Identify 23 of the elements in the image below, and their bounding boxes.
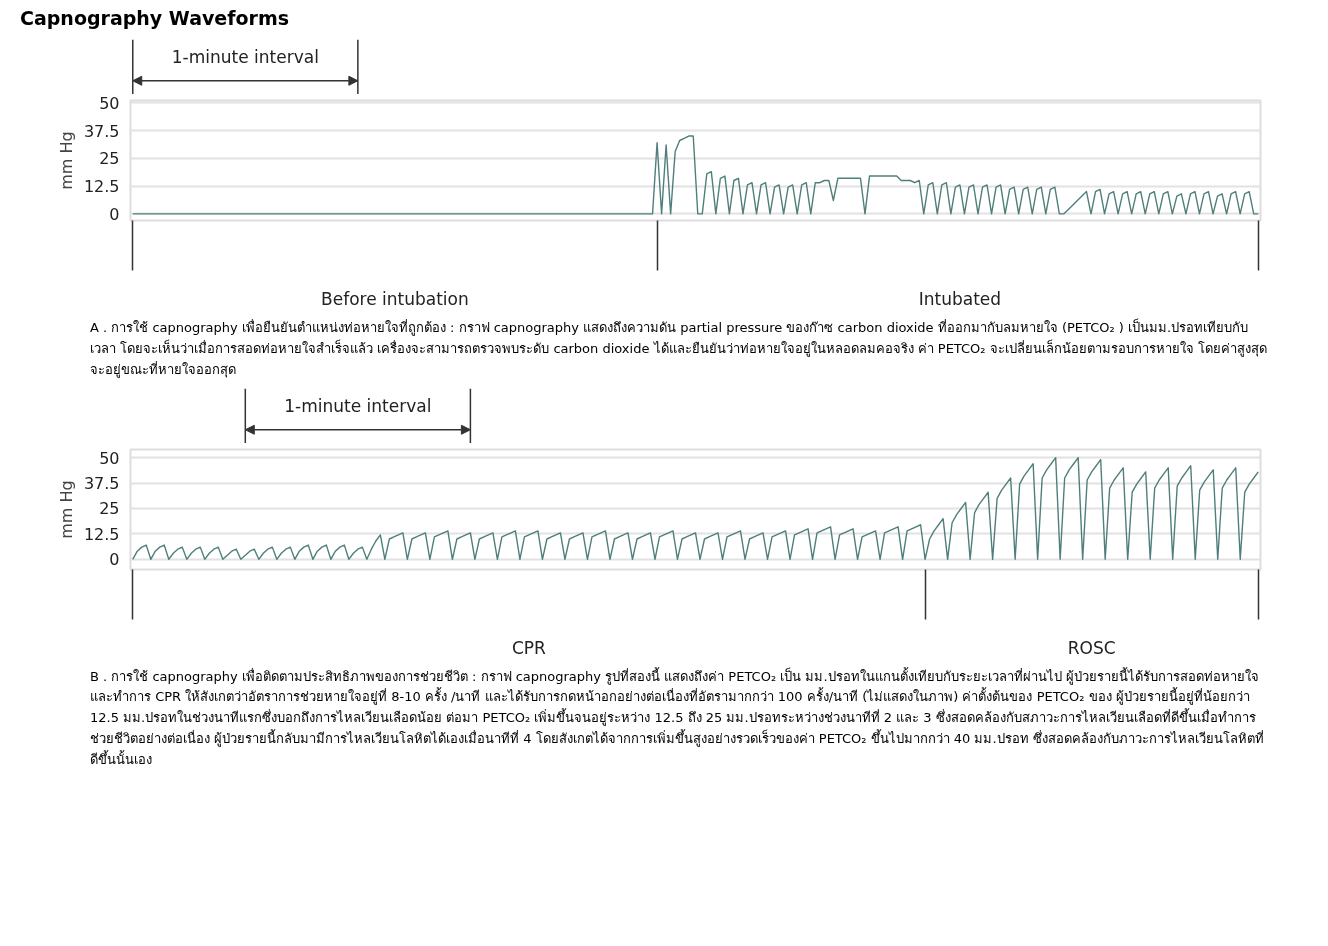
y-tick-label: 25 <box>99 149 120 169</box>
text: 1-minute interval <box>171 47 319 68</box>
y-axis-title: mm Hg <box>56 479 76 539</box>
x-tick-label: Intubated <box>918 288 1002 309</box>
y-tick-label: 25 <box>99 499 120 519</box>
line-series <box>132 135 1259 215</box>
x-tick-label: CPR <box>511 637 547 658</box>
chart-title: Capnography Waveforms <box>20 6 290 31</box>
y-tick-label: 12.5 <box>83 177 120 197</box>
line-series <box>132 456 1259 560</box>
y-tick-label: 12.5 <box>83 524 120 544</box>
x-tick-label: ROSC <box>1067 637 1116 658</box>
x-tick-label: Before intubation <box>321 288 469 309</box>
y-tick-label: 50 <box>99 448 120 468</box>
y-tick-label: 37.5 <box>83 121 120 141</box>
text: 1-minute interval <box>284 395 432 416</box>
y-tick-label: 37.5 <box>83 473 120 493</box>
y-tick-label: 0 <box>109 204 120 224</box>
y-tick-label: 50 <box>99 93 120 113</box>
y-axis-title: mm Hg <box>56 131 76 190</box>
text: A . การใช้ capnography เพื่อยืนยันตำแหน่งท่อหายใจที่ถูกต้อง : กราฟ capnography แสดงถึงความดัน partial pressure ของก๊าซ carbon dioxide ที่ออกมากับลมหายใจ (PETCO₂ ) เป็นมม.ปรอทเทียบกับเวลา โดยจะเห็นว่าเมื่อการสอดท่อหายใจสำเร็จแล้ว เครื่องจะสามารถตรวจพบระดับ carbon dioxide ได้และยืนยันว่าท่อหายใจอยู่ในหลอดลมคอจริง ค่า PETCO₂ จะเปลี่ยนเล็กน้อยตามรอบการหายใจ โดยค่าสูงสุดจะอยู่ขณะที่หายใจออกสุด <box>90 318 1268 380</box>
y-tick-label: 0 <box>109 549 120 569</box>
text: B . การใช้ capnography เพื่อติดตามประสิทธิภาพของการช่วยชีวิต : กราฟ capnography รูปที่สองนี้ แสดงถึงค่า PETCO₂ เป็น มม.ปรอทในแกนตั้งเทียบกับระยะเวลาที่ผ่านไป ผู้ป่วยรายนี้ได้รับการสอดท่อหายใจและทำการ CPR ให้สังเกตว่าอัตราการช่วยหายใจอยู่ที่ 8-10 ครั้ง /นาที และได้รับการกดหน้าอกอย่างต่อเนื่องที่อัตรามากกว่า 100 ครั้ง/นาที (ไม่แสดงในภาพ) ค่าตั้งต้นของ PETCO₂ ของ ผู้ป่วยรายนี้อยู่ที่น้อยกว่า 12.5 มม.ปรอทในช่วงนาทีแรกซึ่งบอกถึงการไหลเวียนเลือดน้อย ต่อมา PETCO₂ เพิ่มขึ้นจนอยู่ระหว่าง 12.5 ถึง 25 มม.ปรอทระหว่างช่วงนาทีที่ 2 และ 3 ซึ่งสอดคล้องกับสภาวะการไหลเวียนเลือดที่ดีขึ้นเมื่อทำการช่วยชีวิตอย่างต่อเนื่อง ผู้ป่วยรายนี้กลับมามีการไหลเวียนโลหิตได้เองเมื่อนาทีที่ 4 โดยสังเกตได้จากการเพิ่มขึ้นสูงอย่างรวดเร็วของค่า PETCO₂ ขึ้นไปมากกว่า 40 มม.ปรอท ซึ่งสอดคล้องกับภาวะการไหลเวียนโลหิตที่ดีขึ้นนั้นเอง <box>90 666 1265 769</box>
